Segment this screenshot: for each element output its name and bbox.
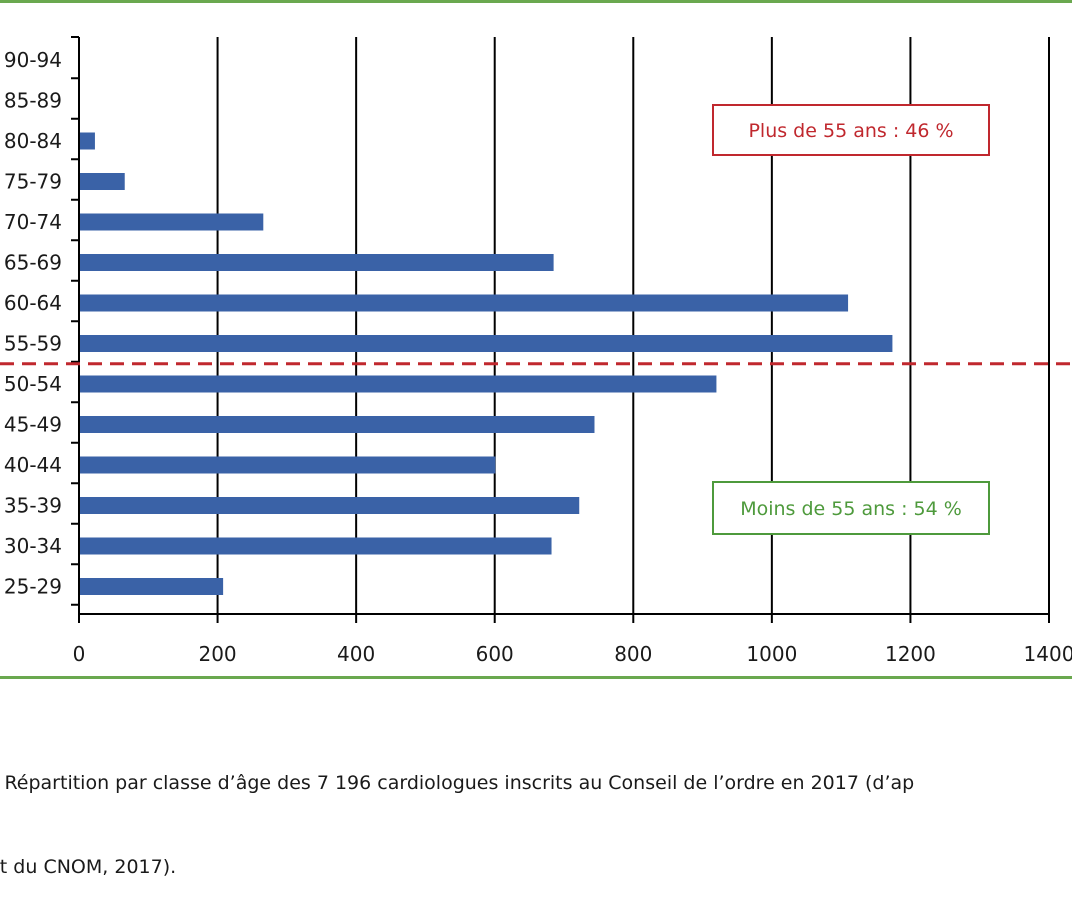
annotation-layer: Plus de 55 ans : 46 % Moins de 55 ans : 5…	[712, 104, 990, 535]
x-tick-label: 600	[476, 642, 514, 666]
annotation-under-55: Moins de 55 ans : 54 %	[712, 481, 990, 535]
category-label: 45-49	[4, 413, 62, 437]
category-label: 90-94	[4, 48, 62, 72]
category-label: 85-89	[4, 89, 62, 113]
annotation-text: Plus de 55 ans : 46 %	[748, 120, 953, 142]
caption-line-2: rt du CNOM, 2017).	[0, 856, 177, 878]
category-label: 25-29	[4, 575, 62, 599]
category-label: 80-84	[4, 129, 62, 153]
bar-80-84	[80, 132, 95, 150]
x-tick-label: 400	[337, 642, 375, 666]
x-tick-label: 1200	[885, 642, 936, 666]
annotation-over-55: Plus de 55 ans : 46 %	[712, 104, 990, 156]
bar-60-64	[80, 294, 849, 312]
bar-25-29	[80, 578, 224, 595]
category-label: 55-59	[4, 332, 62, 356]
bars-layer	[80, 132, 893, 595]
x-tick-label: 1400	[1024, 642, 1072, 666]
annotation-box	[712, 481, 990, 535]
bar-35-39	[80, 497, 580, 514]
caption-line-1: : Répartition par classe d’âge des 7 196…	[0, 772, 915, 794]
category-label: 30-34	[4, 534, 62, 558]
category-label: 65-69	[4, 251, 62, 275]
bar-45-49	[80, 416, 595, 433]
figure-caption: : Répartition par classe d’âge des 7 196…	[0, 713, 1072, 909]
bar-40-44	[80, 456, 496, 474]
x-tick-labels: 0 200 400 600 800 1000 1200 1400	[73, 642, 1072, 666]
bar-55-59	[80, 335, 893, 352]
category-label: 35-39	[4, 494, 62, 518]
x-tick-label: 0	[73, 642, 86, 666]
category-label: 70-74	[4, 210, 62, 234]
category-labels: 90-94 85-89 80-84 75-79 70-74 65-69 60-64 55-59…	[4, 48, 62, 599]
age-distribution-chart: 90-94 85-89 80-84 75-79 70-74 65-69 60-64 55-59…	[0, 36, 1072, 666]
bar-65-69	[80, 254, 554, 271]
bottom-frame-line	[0, 676, 1072, 679]
category-label: 50-54	[4, 372, 62, 396]
axis-layer	[71, 36, 1050, 623]
bar-75-79	[80, 173, 125, 190]
category-label: 60-64	[4, 291, 62, 315]
bar-50-54	[80, 375, 717, 393]
category-label: 40-44	[4, 453, 62, 477]
category-label: 75-79	[4, 170, 62, 194]
x-tick-label: 800	[614, 642, 652, 666]
annotation-text: Moins de 55 ans : 54 %	[740, 498, 962, 520]
x-tick-label: 1000	[746, 642, 797, 666]
bar-70-74	[80, 213, 264, 231]
x-tick-label: 200	[198, 642, 236, 666]
top-frame-line	[0, 0, 1072, 3]
bar-30-34	[80, 537, 552, 555]
annotation-box	[712, 104, 990, 156]
